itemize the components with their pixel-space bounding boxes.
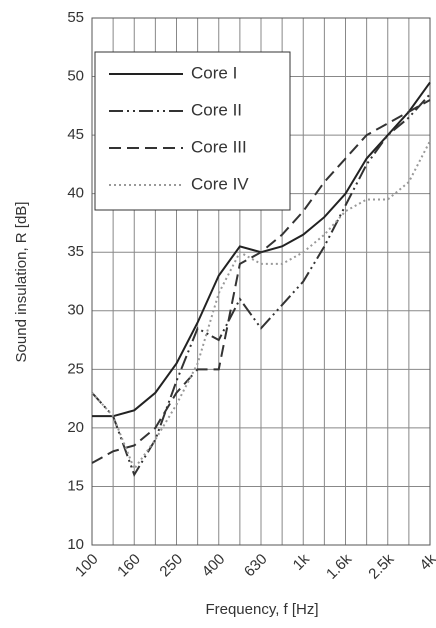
x-tick-label: 4k <box>416 550 436 574</box>
y-tick-label: 25 <box>67 360 84 377</box>
y-tick-label: 30 <box>67 302 84 319</box>
x-tick-label: 400 <box>199 551 229 581</box>
x-tick-label: 100 <box>72 551 102 581</box>
legend-label: Core III <box>191 137 247 156</box>
y-tick-label: 55 <box>67 9 84 26</box>
y-tick-label: 40 <box>67 185 84 202</box>
x-tick-label: 630 <box>241 551 271 581</box>
y-tick-label: 20 <box>67 419 84 436</box>
x-tick-label: 1.6k <box>323 550 355 582</box>
x-tick-label: 250 <box>156 551 186 581</box>
x-tick-label: 2.5k <box>365 550 397 582</box>
x-tick-label: 160 <box>114 551 144 581</box>
x-tick-label: 1k <box>290 550 314 574</box>
y-tick-label: 10 <box>67 536 84 553</box>
series-line <box>91 99 431 464</box>
y-tick-label: 50 <box>67 68 84 85</box>
legend-box <box>94 51 291 211</box>
legend-label: Core IV <box>191 174 249 193</box>
series-line <box>91 93 431 478</box>
legend-label: Core I <box>191 63 237 82</box>
y-tick-label: 45 <box>67 126 84 143</box>
y-tick-label: 15 <box>67 477 84 494</box>
legend-label: Core II <box>191 100 242 119</box>
y-axis-label: Sound insulation, R [dB] <box>13 202 30 363</box>
x-axis-label: Frequency, f [Hz] <box>205 601 318 618</box>
plot-frame <box>91 17 431 546</box>
y-tick-label: 35 <box>67 243 84 260</box>
series-line <box>91 140 431 471</box>
